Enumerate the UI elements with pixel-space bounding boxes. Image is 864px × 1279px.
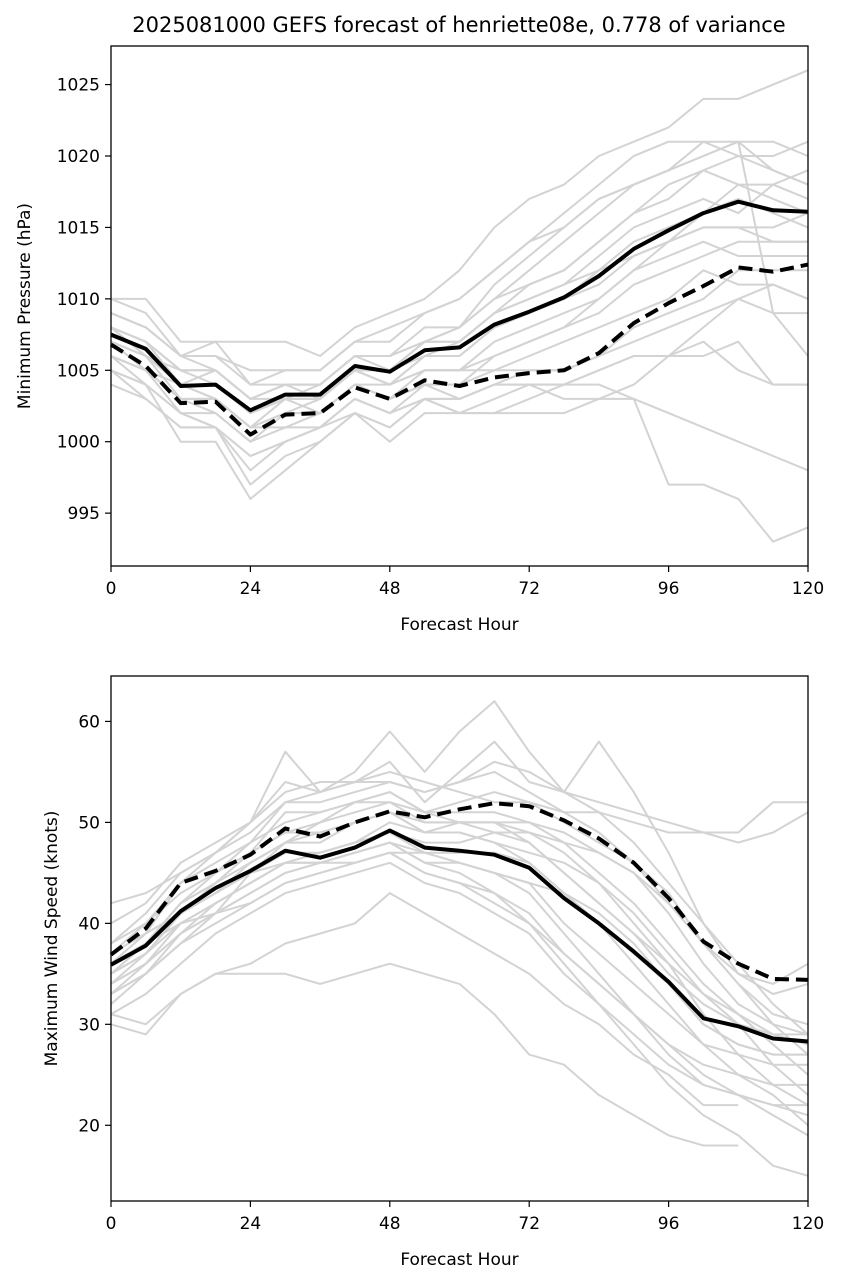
pressure-y-tick-label: 1000 <box>57 433 100 453</box>
wind-y-axis-label: Maximum Wind Speed (knots) <box>42 811 62 1067</box>
pressure-y-axis-label: Minimum Pressure (hPa) <box>15 203 35 409</box>
wind-y-tick-label: 30 <box>78 1015 100 1035</box>
wind-y-tick-label: 40 <box>78 914 100 934</box>
pressure-member-line-22 <box>110 212 809 429</box>
wind-member-line-20 <box>110 750 809 1036</box>
wind-mean-series <box>109 801 809 1044</box>
pressure-x-ticks: 0 24 48 72 96 120 <box>106 566 824 599</box>
wind-x-tick-label: 48 <box>379 1214 401 1234</box>
wind-dashed-series-line <box>109 801 809 982</box>
pressure-x-tick-label: 48 <box>379 579 401 599</box>
pressure-x-tick-label: 72 <box>518 579 540 599</box>
wind-y-tick-label: 20 <box>78 1116 100 1136</box>
wind-member-line-14 <box>110 841 809 1117</box>
chart-title: 2025081000 GEFS forecast of henriette08e… <box>132 13 785 37</box>
pressure-ensemble-members <box>110 69 809 543</box>
pressure-member-line-7 <box>110 297 808 457</box>
wind-member-line-1 <box>110 770 808 905</box>
wind-member-line-23 <box>110 811 809 1127</box>
wind-x-tick-label: 72 <box>518 1214 540 1234</box>
wind-x-tick-label: 120 <box>792 1214 824 1234</box>
wind-x-ticks: 0 24 48 72 96 120 <box>106 1201 824 1234</box>
pressure-member-line-19 <box>110 283 809 415</box>
wind-x-axis-label: Forecast Hour <box>400 1250 518 1270</box>
pressure-y-tick-label: 1010 <box>57 290 100 310</box>
pressure-x-tick-label: 96 <box>658 579 680 599</box>
wind-member-line-16 <box>110 892 739 1107</box>
pressure-member-line-20 <box>110 340 808 457</box>
pressure-x-tick-label: 120 <box>792 579 824 599</box>
pressure-y-tick-label: 995 <box>68 504 100 524</box>
wind-x-tick-label: 96 <box>658 1214 680 1234</box>
wind-member-line-21 <box>110 841 809 1177</box>
wind-panel: 0 24 48 72 96 120 20 30 40 50 60 Forecast Hour Ma… <box>42 675 824 1270</box>
wind-member-line-7 <box>110 841 808 1066</box>
pressure-mean-series <box>109 199 809 437</box>
wind-x-tick-label: 24 <box>240 1214 262 1234</box>
wind-member-line-15 <box>110 962 739 1147</box>
wind-member-line-12 <box>110 831 809 1026</box>
pressure-member-line-17 <box>110 183 809 429</box>
pressure-y-tick-label: 1015 <box>57 218 100 238</box>
pressure-y-tick-label: 1025 <box>57 76 100 96</box>
wind-member-line-24 <box>110 851 809 1137</box>
pressure-panel: 0 24 48 72 96 120 995 1000 1005 1010 1015 1020 1025… <box>15 45 824 635</box>
pressure-member-line-8 <box>110 340 808 472</box>
pressure-dashed-series-line <box>109 262 809 437</box>
wind-member-line-2 <box>110 740 809 925</box>
pressure-member-line-21 <box>110 140 809 400</box>
wind-member-line-22 <box>110 801 809 1106</box>
wind-y-ticks: 20 30 40 50 60 <box>78 712 111 1136</box>
pressure-y-ticks: 995 1000 1005 1010 1015 1020 1025 <box>57 76 111 524</box>
pressure-axes-frame <box>110 45 809 567</box>
wind-axes-frame <box>110 675 809 1202</box>
wind-y-tick-label: 50 <box>78 813 100 833</box>
pressure-y-tick-label: 1020 <box>57 147 100 167</box>
pressure-y-tick-label: 1005 <box>57 361 100 381</box>
wind-member-line-9 <box>110 861 808 1107</box>
pressure-solid-series-line <box>110 199 809 413</box>
pressure-member-line-1 <box>111 69 809 357</box>
pressure-x-tick-label: 0 <box>106 579 117 599</box>
wind-solid-series-line <box>110 828 809 1044</box>
wind-y-tick-label: 60 <box>78 712 100 732</box>
pressure-x-tick-label: 24 <box>240 579 262 599</box>
pressure-x-axis-label: Forecast Hour <box>400 615 518 635</box>
wind-x-tick-label: 0 <box>106 1214 117 1234</box>
